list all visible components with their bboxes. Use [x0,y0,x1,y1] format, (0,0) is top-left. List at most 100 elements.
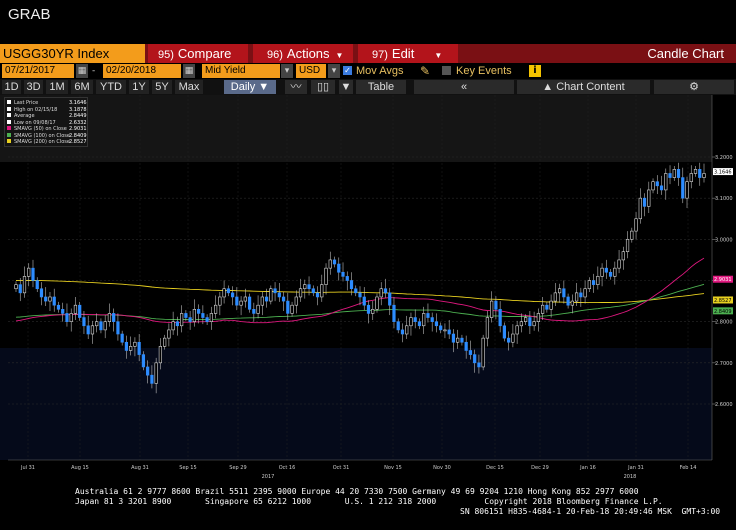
calendar-icon[interactable]: ▦ [76,64,88,78]
line-chart-icon[interactable]: 〰 [285,80,307,94]
candle [511,333,515,343]
candle [638,197,642,220]
candle [146,366,150,376]
timeframe-1m[interactable]: 1M [46,80,68,94]
legend-swatch [7,119,11,124]
candle [141,354,146,368]
start-date-input[interactable]: 07/21/2017 [2,64,74,78]
candle [78,304,82,318]
legend-value: 2.8409 [69,132,87,139]
price-tag-label: 3.1646 [714,170,732,176]
legend-value: 2.6332 [69,119,87,126]
legend-label: SMAVG (100) on Close [14,132,70,139]
calendar-icon[interactable]: ▦ [183,64,195,78]
candle [99,321,103,331]
price-tag-label: 2.8527 [714,298,732,304]
legend-swatch [7,139,11,143]
candle [69,313,73,322]
candle [48,296,52,302]
candle [269,288,273,302]
gear-icon[interactable]: ⚙ [654,80,734,94]
candle [473,354,477,364]
legend-box: Last Price 3.1646 High on 02/15/18 3.1878 Av… [4,97,88,147]
year-label: 2017 [262,474,275,480]
candle [184,313,188,318]
candle [61,309,65,314]
actions-caret-icon: ▼ [335,51,344,60]
currency-select[interactable]: USD [296,64,326,78]
key-events-checkbox[interactable] [442,66,451,75]
timeframe-1d[interactable]: 1D [2,80,21,94]
candle [693,169,698,174]
legend-value: 2.8449 [69,113,87,119]
candle [328,259,332,269]
timeframe-max[interactable]: Max [175,80,203,94]
collapse-arrow-icon[interactable]: « [414,80,514,94]
chevron-down-icon[interactable]: ▾ [281,64,293,78]
candle [18,284,22,294]
candle [133,341,137,347]
candle [422,313,426,327]
candle [625,239,630,252]
timeframe-6m[interactable]: 6M [71,80,93,94]
price-chart[interactable]: 3.20003.10003.00002.90002.80002.70002.60… [0,95,736,483]
candle [642,197,647,207]
price-tag-label: 2.8409 [714,309,732,315]
info-icon[interactable]: i [529,65,541,77]
chart-content-button[interactable]: ▲ Chart Content [517,80,650,94]
candle [681,177,685,199]
price-tag [713,307,733,315]
candle [366,304,371,314]
candle [209,313,213,322]
edit-button[interactable]: 97) Edit ▼ [358,44,458,63]
x-tick-label: Jul 31 [20,465,35,471]
actions-num: 96) [267,49,283,61]
candles [14,162,706,394]
candle [27,267,31,277]
candle [73,304,78,314]
legend-label: SMAVG (50) on Close [14,126,67,132]
chevron-down-icon[interactable]: ▼ [339,80,353,94]
timeframe-1y[interactable]: 1Y [129,80,149,94]
footer: Australia 61 2 9777 8600 Brazil 5511 239… [0,483,736,530]
timeframe-5y[interactable]: 5Y [152,80,172,94]
y-axis: 3.20003.10003.00002.90002.80002.70002.60… [8,95,733,461]
candle [477,362,481,368]
candle [150,374,154,384]
price-tag [713,168,733,176]
candle [129,346,133,351]
actions-button[interactable]: 96) Actions ▼ [253,44,353,63]
candle [689,173,693,183]
candle-chart-icon[interactable]: ▯▯ [311,80,335,94]
end-date-input[interactable]: 02/20/2018 [103,64,181,78]
timeframe-3d[interactable]: 3D [24,80,43,94]
candle [613,267,617,277]
candle [264,296,269,302]
pencil-icon[interactable]: ✎ [420,64,431,78]
x-tick-label: Jan 31 [627,465,644,471]
candle [396,321,400,331]
candle [485,317,490,339]
candle [583,288,587,298]
period-select[interactable]: Daily ▼ [224,80,276,94]
candle [685,181,689,199]
candle [332,259,337,265]
candle [388,292,392,306]
candle [430,317,434,322]
candle [409,317,413,327]
candle [222,288,226,298]
chevron-down-icon[interactable]: ▾ [328,64,340,78]
timeframe-ytd[interactable]: YTD [96,80,126,94]
ticker-field[interactable]: USGG30YR Index [0,44,145,63]
candle [256,304,260,314]
candle [434,321,439,327]
candle [137,341,141,355]
compare-button[interactable]: 95) Compare [148,44,248,63]
table-button[interactable]: Table [356,80,406,94]
candle [235,296,239,306]
legend-item: Low on 09/08/17 2.6332 [7,119,87,126]
legend-label: High on 02/15/18 [14,106,58,113]
mov-avgs-checkbox[interactable]: ✓ [343,66,352,75]
field-select[interactable]: Mid Yield [202,64,280,78]
chart-type-label: Candle Chart [462,44,736,63]
